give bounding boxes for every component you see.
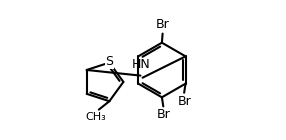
Text: Br: Br bbox=[177, 95, 191, 108]
Text: CH₃: CH₃ bbox=[86, 112, 106, 122]
Text: Br: Br bbox=[156, 18, 170, 32]
Text: S: S bbox=[105, 55, 113, 68]
Text: HN: HN bbox=[132, 58, 150, 71]
Text: Br: Br bbox=[156, 108, 170, 122]
